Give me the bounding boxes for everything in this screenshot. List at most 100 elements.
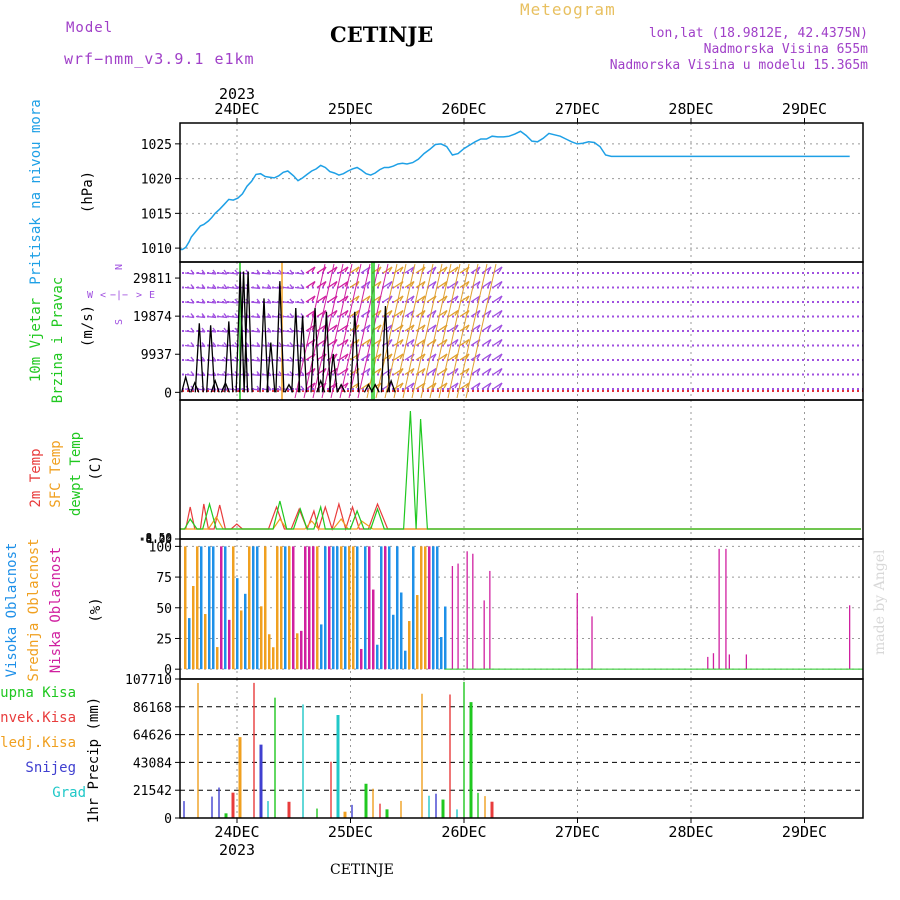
wind-barb-mark xyxy=(206,315,217,319)
date-label-bottom: 26DEC xyxy=(441,823,486,841)
cloud-bar xyxy=(292,546,295,670)
wind-barb-mark xyxy=(344,295,349,302)
wind-barb-mark xyxy=(294,359,305,362)
wind-barb-mark xyxy=(481,266,492,274)
wind-barb-mark xyxy=(415,324,426,332)
pressure-tick-label: 1025 xyxy=(141,138,172,153)
wind-barb-mark xyxy=(195,315,206,319)
cloud-bar xyxy=(184,546,187,670)
wind-barb-mark xyxy=(300,269,305,275)
cloud-bar xyxy=(336,546,339,670)
wind-barb-mark xyxy=(470,266,481,274)
wind-barb-mark xyxy=(250,344,261,348)
cloud-bar xyxy=(388,546,391,670)
grid-layer xyxy=(180,123,863,819)
wind-barb-mark xyxy=(481,382,492,390)
wind-barb-mark xyxy=(481,280,492,289)
wind-barb-mark xyxy=(294,344,305,348)
cloud-bar xyxy=(228,619,231,670)
cloud-bar xyxy=(380,546,383,670)
cloud-bar xyxy=(424,546,427,670)
wind-barb-mark xyxy=(426,280,437,289)
cloud-bar xyxy=(392,614,395,670)
cloud-axis-title: Visoka Oblacnost xyxy=(4,543,20,678)
wind-barb-mark xyxy=(492,309,503,318)
wind-barb-mark xyxy=(498,382,503,389)
wind-barb-mark xyxy=(465,382,470,389)
wind-barb-mark xyxy=(223,342,228,347)
wind-barb-mark xyxy=(476,266,481,273)
wind-barb-mark xyxy=(300,313,305,318)
wind-barb-mark xyxy=(184,359,195,362)
wind-barb-mark xyxy=(459,353,470,361)
wind-barb-mark xyxy=(305,280,316,289)
precip-legend-item: Ukupna Kisa xyxy=(0,685,76,701)
wind-speed-spike xyxy=(350,311,360,393)
wind-barb-mark xyxy=(498,324,503,331)
wind-barb-mark xyxy=(410,324,415,331)
wind-speed-spike xyxy=(275,281,285,393)
precip-legend-item: Snijeg xyxy=(25,760,76,776)
wind-barb-mark xyxy=(476,281,481,287)
pressure-tick-label: 1020 xyxy=(141,173,172,188)
wind-barb-mark xyxy=(399,339,404,345)
year-label-top: 2023 xyxy=(219,85,255,103)
wind-barb-mark xyxy=(481,367,492,376)
pressure-axis-title: Pritisak na nivou mora xyxy=(28,99,44,284)
wind-barb-mark xyxy=(223,298,228,304)
wind-barb-mark xyxy=(437,266,448,274)
wind-barb-mark xyxy=(228,286,239,290)
wind-barb-mark xyxy=(426,367,437,376)
wind-barb-mark xyxy=(426,324,437,332)
wind-speed-spike xyxy=(205,325,216,393)
wind-barb-mark xyxy=(322,310,327,316)
cloud-bar xyxy=(304,546,307,670)
wind-barb-mark xyxy=(283,373,294,377)
cloud-bar xyxy=(268,634,271,670)
wind-barb-mark xyxy=(366,339,371,345)
wind-speed-spike xyxy=(210,378,220,393)
wind-barb-mark xyxy=(476,368,481,374)
wind-barb-mark xyxy=(388,324,393,331)
model-altitude-label: Nadmorska Visina u modelu 15.365m xyxy=(609,58,868,73)
wind-barb-mark xyxy=(437,295,448,303)
wind-barb-mark xyxy=(415,382,426,390)
wind-barb-mark xyxy=(333,281,338,287)
wind-barb-mark xyxy=(322,281,327,287)
wind-barb-mark xyxy=(492,324,503,332)
wind-barb-mark xyxy=(316,295,327,303)
wind-barb-mark xyxy=(360,338,371,347)
wind-streak xyxy=(357,263,389,399)
wind-barb-mark xyxy=(443,339,448,345)
wind-barb-mark xyxy=(272,373,283,377)
wind-barb-mark xyxy=(393,353,404,361)
wind-barb-mark xyxy=(184,315,195,319)
wind-barb-mark xyxy=(432,368,437,374)
wind-barb-mark xyxy=(481,353,492,361)
cloud-bar xyxy=(204,614,207,670)
data-layer xyxy=(180,130,863,818)
wind-barb-mark xyxy=(421,324,426,331)
precip-tick-label: 107710 xyxy=(125,673,172,688)
temp-series-2 xyxy=(180,410,861,530)
wind-barb-mark xyxy=(217,330,228,333)
wind-barb-mark xyxy=(432,266,437,273)
wind-barb-mark xyxy=(432,353,437,360)
wind-barb-mark xyxy=(465,295,470,302)
compass-arrow: > xyxy=(136,290,142,301)
wind-speed-spike xyxy=(224,321,234,393)
wind-barb-mark xyxy=(294,272,305,275)
precip-unit-label: 1hr Precip (mm) xyxy=(86,697,102,823)
cloud-bar xyxy=(432,546,435,670)
wind-barb-mark xyxy=(487,281,492,287)
wind-speed-spike xyxy=(328,353,338,393)
wind-barb-mark xyxy=(272,315,283,319)
cloud-bar xyxy=(360,648,363,670)
wind-speed-spike xyxy=(363,383,373,393)
wind-barb-mark xyxy=(217,315,228,319)
wind-barb-mark xyxy=(300,371,305,376)
wind-barb-mark xyxy=(360,295,371,303)
cloud-bar xyxy=(444,606,447,670)
wind-barb-mark xyxy=(289,327,294,333)
cloud-bar xyxy=(296,633,299,670)
